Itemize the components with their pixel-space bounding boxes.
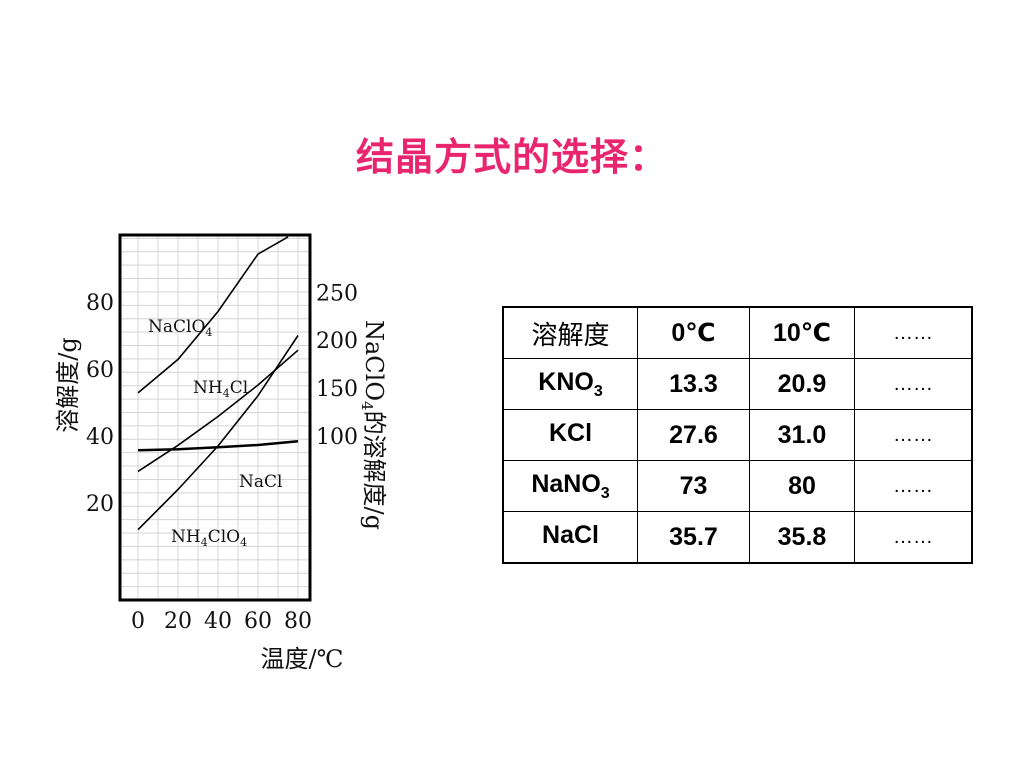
series-label-1: NH4Cl: [193, 378, 248, 400]
header-more: ……: [854, 306, 973, 359]
x-tick-label: 60: [244, 609, 272, 634]
row-value-0c: 73: [637, 460, 750, 512]
row-substance: NaNO3: [502, 460, 638, 512]
x-tick-label: 0: [131, 609, 145, 634]
row-value-0c: 13.3: [637, 358, 750, 410]
series-line-2: [137, 440, 299, 452]
solubility-chart: 0 20 40 60 80 20 40 60 80 100 150 200 250 NaClO4 NH4C…: [54, 233, 388, 673]
series-group: [137, 236, 299, 531]
y-axis-title-right: NaClO4的溶解度/g: [358, 320, 388, 530]
chart-grid: [120, 235, 310, 601]
header-label: 溶解度: [502, 306, 638, 359]
row-more: ……: [854, 511, 973, 564]
y-tick-label-left: 80: [86, 291, 114, 316]
slide-title: 结晶方式的选择：: [355, 135, 668, 179]
row-value-0c: 27.6: [637, 409, 750, 461]
y-tick-label-right: 100: [316, 425, 358, 450]
table-header-row: 溶解度 0℃ 10℃ ……: [502, 306, 973, 359]
series-labels: NaClO4 NH4Cl NaCl NH4ClO4: [148, 317, 282, 549]
y-tick-label-right: 150: [316, 377, 358, 402]
y-tick-label-left: 40: [86, 425, 114, 450]
axis-titles: 温度/℃ 溶解度/g NaClO4的溶解度/g: [54, 320, 388, 673]
y-tick-label-right: 250: [316, 281, 358, 306]
table-row: KNO3 13.3 20.9 ……: [502, 358, 973, 410]
x-axis-title: 温度/℃: [261, 645, 344, 673]
y-tick-label-left: 60: [86, 358, 114, 383]
row-value-10c: 35.8: [749, 511, 855, 564]
series-label-0: NaClO4: [148, 317, 212, 339]
row-more: ……: [854, 358, 973, 410]
x-tick-label: 40: [204, 609, 232, 634]
table-row: NaCl 35.7 35.8 ……: [502, 511, 973, 564]
row-more: ……: [854, 409, 973, 461]
tick-labels: 0 20 40 60 80 20 40 60 80 100 150 200 250: [86, 281, 358, 634]
series-line-1: [137, 349, 299, 473]
series-label-3: NH4ClO4: [171, 527, 247, 549]
row-value-10c: 80: [749, 460, 855, 512]
row-substance: NaCl: [502, 511, 638, 564]
header-10c: 10℃: [749, 306, 855, 359]
y-axis-title-left: 溶解度/g: [54, 337, 82, 432]
table-row: NaNO3 73 80 ……: [502, 460, 973, 512]
y-tick-label-left: 20: [86, 492, 114, 517]
x-tick-label: 20: [164, 609, 192, 634]
series-line-0: [137, 236, 289, 394]
x-tick-label: 80: [284, 609, 312, 634]
series-label-2: NaCl: [239, 472, 282, 492]
row-more: ……: [854, 460, 973, 512]
row-substance: KCl: [502, 409, 638, 461]
table-row: KCl 27.6 31.0 ……: [502, 409, 973, 461]
row-value-10c: 20.9: [749, 358, 855, 410]
y-tick-label-right: 200: [316, 329, 358, 354]
solubility-table: 溶解度 0℃ 10℃ …… KNO3 13.3 20.9 …… KCl 27.6…: [502, 306, 973, 564]
row-substance: KNO3: [502, 358, 638, 410]
row-value-0c: 35.7: [637, 511, 750, 564]
row-value-10c: 31.0: [749, 409, 855, 461]
header-0c: 0℃: [637, 306, 750, 359]
series-line-3: [137, 335, 299, 531]
plot-frame: [118, 233, 312, 602]
